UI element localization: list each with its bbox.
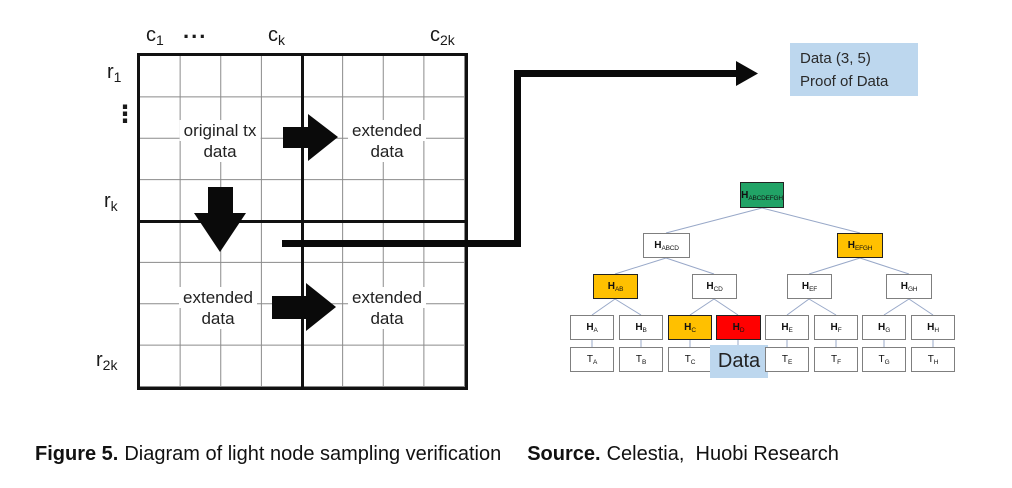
row-label-rk: rk bbox=[104, 190, 118, 214]
data-matrix-grid bbox=[137, 53, 468, 390]
tree-node-h-gh: H GH bbox=[886, 274, 932, 299]
col-label-ck: ck bbox=[268, 24, 285, 48]
quadrant-label-extended-data-bottom-left: extended data bbox=[179, 287, 257, 329]
quadrant-label-original-tx-data: original tx data bbox=[179, 120, 261, 162]
tree-node-h-ab: H AB bbox=[593, 274, 638, 299]
row-label-ellipsis: ⋮ bbox=[113, 100, 137, 128]
figure-label: Figure 5. bbox=[35, 443, 119, 465]
tree-node-h-cd: H CD bbox=[692, 274, 737, 299]
row-label-r1: r1 bbox=[107, 61, 122, 85]
source-label: Source. bbox=[527, 443, 601, 465]
col-label-c1: c1 bbox=[146, 24, 164, 48]
quadrant-label-extended-data-top: extended data bbox=[348, 120, 426, 162]
source-text: Celestia, Huobi Research bbox=[606, 443, 839, 465]
figure-caption: Figure 5. Diagram of light node sampling … bbox=[35, 443, 839, 466]
proof-box: Data (3, 5) Proof of Data bbox=[790, 43, 918, 96]
row-label-r2k: r2k bbox=[96, 349, 118, 373]
proof-box-line1: Data (3, 5) bbox=[800, 50, 871, 67]
tree-node-h-ef: H EF bbox=[787, 274, 832, 299]
proof-box-line2: Proof of Data bbox=[800, 73, 889, 90]
tree-node-h-abcd: H ABCD bbox=[643, 233, 690, 258]
matrix-horizontal-divider bbox=[140, 219, 465, 223]
tree-leaf-data: Data bbox=[710, 345, 768, 378]
tree-node-h-abcdefgh: H ABCDEFGH bbox=[740, 182, 784, 208]
quadrant-label-extended-data-bottom-right: extended data bbox=[348, 287, 426, 329]
col-label-c2k: c2k bbox=[430, 24, 455, 48]
figure-caption-text: Diagram of light node sampling verificat… bbox=[124, 443, 502, 465]
col-label-ellipsis: ... bbox=[183, 18, 208, 43]
tree-node-h-efgh: H EFGH bbox=[837, 233, 883, 258]
